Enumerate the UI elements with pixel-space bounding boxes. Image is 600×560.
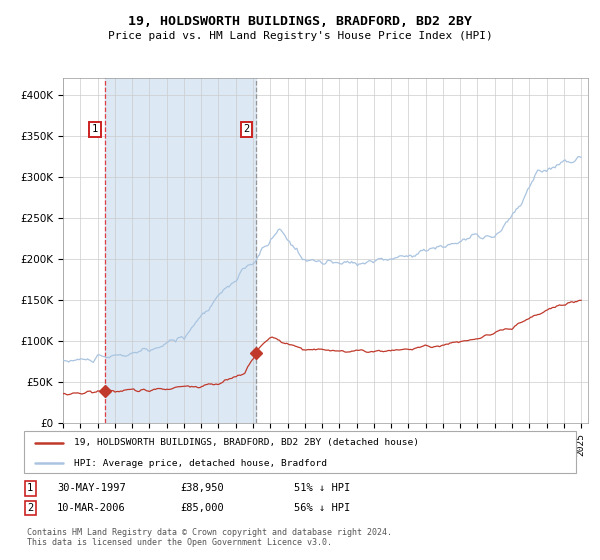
FancyBboxPatch shape — [24, 431, 576, 473]
Text: 19, HOLDSWORTH BUILDINGS, BRADFORD, BD2 2BY (detached house): 19, HOLDSWORTH BUILDINGS, BRADFORD, BD2 … — [74, 438, 419, 447]
Text: HPI: Average price, detached house, Bradford: HPI: Average price, detached house, Brad… — [74, 459, 326, 468]
Text: 10-MAR-2006: 10-MAR-2006 — [57, 503, 126, 513]
Text: £85,000: £85,000 — [180, 503, 224, 513]
Text: 19, HOLDSWORTH BUILDINGS, BRADFORD, BD2 2BY: 19, HOLDSWORTH BUILDINGS, BRADFORD, BD2 … — [128, 15, 472, 27]
Text: 1: 1 — [27, 483, 33, 493]
Text: 51% ↓ HPI: 51% ↓ HPI — [294, 483, 350, 493]
Text: Contains HM Land Registry data © Crown copyright and database right 2024.
This d: Contains HM Land Registry data © Crown c… — [27, 528, 392, 548]
Text: 30-MAY-1997: 30-MAY-1997 — [57, 483, 126, 493]
Text: Price paid vs. HM Land Registry's House Price Index (HPI): Price paid vs. HM Land Registry's House … — [107, 31, 493, 41]
Bar — [104, 78, 256, 423]
Text: 2: 2 — [243, 124, 250, 134]
Text: 1: 1 — [92, 124, 98, 134]
Text: 2: 2 — [27, 503, 33, 513]
Text: £38,950: £38,950 — [180, 483, 224, 493]
Text: 56% ↓ HPI: 56% ↓ HPI — [294, 503, 350, 513]
